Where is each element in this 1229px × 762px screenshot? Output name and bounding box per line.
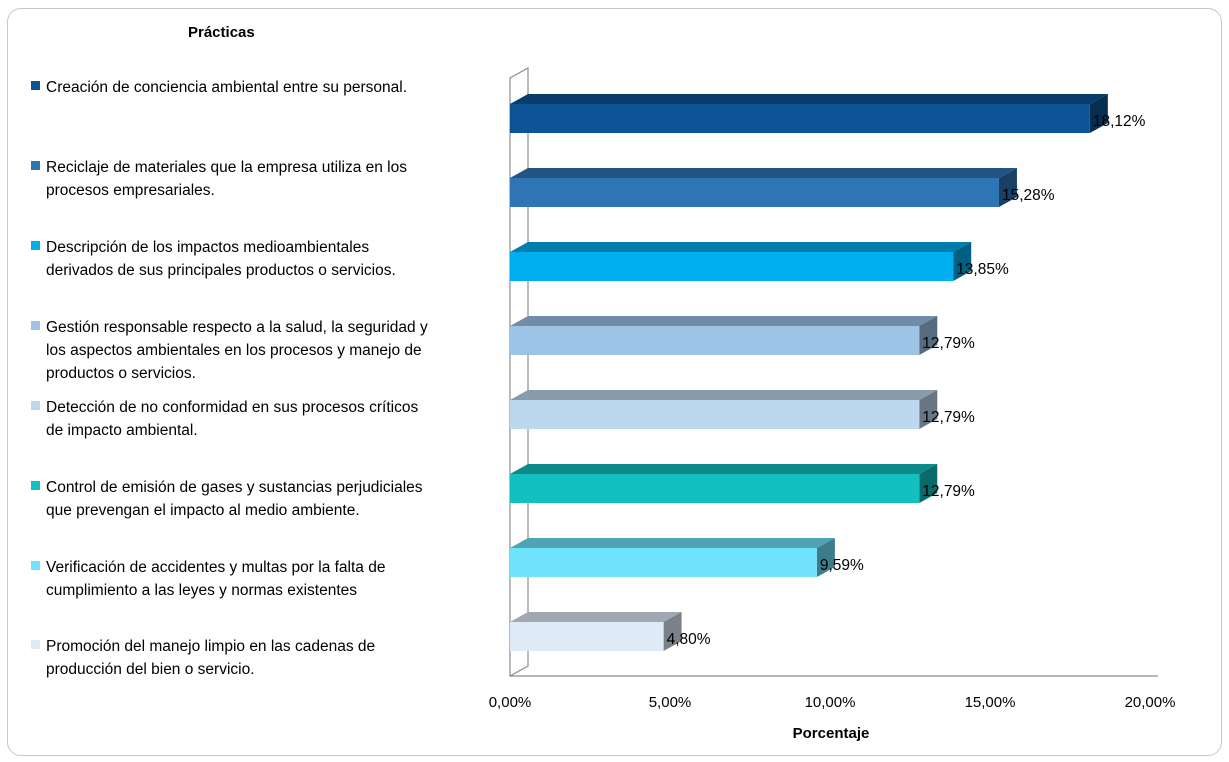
x-tick-label: 15,00% — [965, 694, 1016, 711]
legend-swatch — [31, 561, 40, 570]
bar-side-face — [919, 316, 938, 355]
bar — [510, 474, 920, 503]
bar-side-face — [953, 242, 972, 281]
value-label: 15,28% — [1002, 187, 1055, 204]
legend-label: Creación de conciencia ambiental entre s… — [46, 79, 408, 96]
bar — [510, 400, 920, 429]
value-label: 12,79% — [922, 409, 975, 426]
legend-label: Control de emisión de gases y sustancias… — [46, 479, 423, 519]
x-tick-label: 20,00% — [1125, 694, 1176, 711]
bar-side-face — [1089, 94, 1108, 133]
legend-swatch — [31, 481, 40, 490]
bar-top-face — [510, 168, 1017, 178]
bar — [510, 548, 817, 577]
bar — [510, 326, 920, 355]
bar-top-face — [510, 390, 938, 400]
bar-side-face — [919, 464, 938, 503]
x-tick-label: 5,00% — [649, 694, 692, 711]
legend-swatch — [31, 241, 40, 250]
bar-top-face — [510, 242, 972, 252]
value-label: 9,59% — [820, 557, 864, 574]
legend-label: Promoción del manejo limpio en las caden… — [46, 638, 376, 678]
x-axis-title: Porcentaje — [793, 725, 870, 742]
value-label: 4,80% — [667, 631, 711, 648]
legend-swatch — [31, 640, 40, 649]
bar-side-face — [998, 168, 1017, 207]
bar — [510, 104, 1090, 133]
legend-swatch — [31, 161, 40, 170]
legend-label: Descripción de los impactos medioambient… — [46, 239, 396, 279]
bar-top-face — [510, 94, 1108, 104]
bar-side-face — [816, 538, 835, 577]
bar-top-face — [510, 612, 682, 622]
bar — [510, 622, 664, 651]
bar-top-face — [510, 538, 835, 548]
value-label: 12,79% — [922, 335, 975, 352]
bar-top-face — [510, 316, 938, 326]
legend-label: Detección de no conformidad en sus proce… — [46, 399, 419, 439]
bar — [510, 178, 999, 207]
axis-wall — [509, 66, 529, 678]
bar-top-face — [510, 464, 938, 474]
bar — [510, 252, 954, 281]
legend-title: Prácticas — [188, 24, 255, 41]
legend-swatch — [31, 321, 40, 330]
legend-label: Reciclaje de materiales que la empresa u… — [46, 159, 407, 199]
bar-side-face — [919, 390, 938, 429]
x-tick-label: 0,00% — [489, 694, 532, 711]
value-label: 13,85% — [956, 261, 1009, 278]
legend-label: Verificación de accidentes y multas por … — [46, 559, 386, 599]
bar-side-face — [663, 612, 682, 651]
legend-swatch — [31, 401, 40, 410]
legend-label: Gestión responsable respecto a la salud,… — [46, 319, 428, 382]
value-label: 12,79% — [922, 483, 975, 500]
legend-swatch — [31, 81, 40, 90]
x-tick-label: 10,00% — [805, 694, 856, 711]
value-label: 18,12% — [1093, 113, 1146, 130]
